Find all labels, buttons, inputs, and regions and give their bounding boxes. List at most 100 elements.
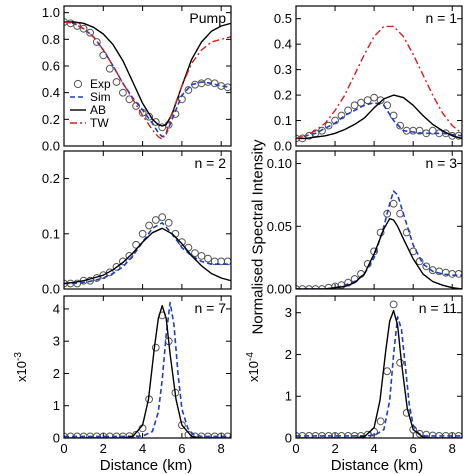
exp-point	[92, 38, 101, 46]
panel-4: 0 1 2 3 4 0 2 4 6 8 n = 7 x10-3	[13, 295, 232, 456]
exp-point	[454, 270, 462, 278]
exp-point	[389, 111, 398, 120]
ytick-label: 1.0	[42, 5, 60, 20]
exp-point	[164, 218, 173, 227]
panel-5-frame	[295, 295, 463, 439]
exp-point	[396, 209, 405, 218]
xtick-label: 8	[449, 441, 456, 456]
exp-point	[158, 213, 167, 222]
exp-point	[376, 417, 385, 426]
exp-point	[178, 421, 186, 430]
panel-annotation: n = 1	[425, 10, 457, 26]
exp-point	[376, 96, 385, 105]
ytick-label: 0.0	[42, 139, 60, 154]
exp-point	[119, 257, 127, 266]
exp-point	[119, 88, 127, 97]
exp-point	[396, 358, 405, 367]
exp-point	[197, 252, 206, 260]
exp-point	[305, 285, 313, 289]
multiplier-label: x10-4	[245, 352, 261, 382]
ytick-label: 0.6	[42, 59, 60, 74]
exp-point	[389, 199, 398, 208]
xlabel-right: Distance (km)	[331, 457, 424, 474]
exp-point	[318, 126, 326, 135]
panel-annotation: n = 11	[419, 300, 457, 316]
panel-2-plot	[64, 213, 231, 288]
panel-2-frame	[63, 150, 232, 290]
panel-annotation: n = 3	[425, 155, 457, 171]
exp-point	[197, 79, 206, 88]
exp-point	[191, 249, 199, 258]
xtick-label: 8	[218, 441, 225, 456]
panel-4-frame	[63, 295, 232, 439]
panel-0-frame	[63, 5, 232, 147]
exp-point	[158, 123, 167, 132]
panels: 0.00.20.40.60.81.0 PumpExpSimABTW0.00.10.…	[13, 5, 463, 456]
xlabel-left: Distance (km)	[100, 457, 193, 474]
exp-point	[105, 64, 114, 73]
legend-label: Exp	[90, 77, 111, 91]
panel-5-plot	[296, 300, 462, 438]
ytick-label: 0.2	[274, 88, 292, 103]
panel-1-frame	[295, 5, 463, 147]
exp-point	[454, 432, 462, 438]
ytick-label: 0.2	[42, 112, 60, 127]
exp-point	[223, 83, 231, 92]
ytick-label: 1	[285, 389, 292, 404]
ytick-label: 2	[285, 347, 292, 362]
exp-point	[298, 285, 307, 289]
exp-point	[204, 254, 212, 263]
ytick-label: 0.8	[42, 32, 60, 47]
exp-point	[422, 262, 431, 271]
exp-point	[112, 78, 121, 86]
exp-point	[145, 221, 154, 230]
ytick-label: 0.0	[42, 282, 60, 297]
exp-point	[151, 216, 160, 224]
ytick-label: 0.05	[267, 219, 292, 234]
exp-point	[151, 343, 160, 352]
series-line-sim	[296, 101, 462, 140]
ytick-label: 0.4	[274, 37, 292, 52]
exp-point	[184, 86, 193, 94]
ytick-label: 2	[53, 366, 60, 381]
ytick-label: 0.3	[274, 62, 292, 77]
exp-point	[350, 101, 359, 110]
panel-annotation: Pump	[189, 10, 226, 26]
exp-point	[370, 93, 379, 102]
series-line-tw	[296, 25, 462, 140]
ytick-label: 0.0	[274, 139, 292, 154]
exp-point	[357, 98, 365, 107]
exp-point	[184, 243, 193, 252]
exp-point	[396, 121, 405, 130]
legend-label: AB	[90, 103, 106, 117]
ytick-label: 0.5	[274, 11, 292, 26]
ytick-label: 0	[285, 431, 292, 446]
panel-annotation: n = 7	[194, 300, 226, 316]
series-line-ab	[64, 21, 231, 127]
panel-3-plot	[296, 190, 462, 289]
exp-point	[112, 263, 121, 271]
exp-point	[105, 268, 114, 277]
series-line-ab	[296, 309, 462, 438]
exp-point	[318, 285, 326, 289]
panel-2: 0.0 0.1 0.2 n = 2	[42, 150, 232, 297]
legend-label: TW	[90, 116, 109, 130]
series-line-tw	[64, 21, 231, 140]
xtick-label: 2	[331, 441, 338, 456]
ytick-label: 3	[53, 334, 60, 349]
exp-point	[363, 430, 372, 438]
panel-0-plot	[64, 18, 231, 140]
panel-3: 0.00 0.05 0.10 n = 3	[267, 150, 463, 297]
multiplier-label: x10-3	[13, 352, 29, 382]
ytick-label: 0	[53, 431, 60, 446]
ytick-label: 3	[285, 305, 292, 320]
ytick-label: 0.1	[274, 113, 292, 128]
xtick-label: 6	[410, 441, 417, 456]
panel-annotation: n = 2	[194, 155, 226, 171]
xtick-label: 2	[100, 441, 107, 456]
xtick-label: 4	[139, 441, 146, 456]
ytick-label: 1	[53, 398, 60, 413]
exp-point	[415, 126, 424, 135]
